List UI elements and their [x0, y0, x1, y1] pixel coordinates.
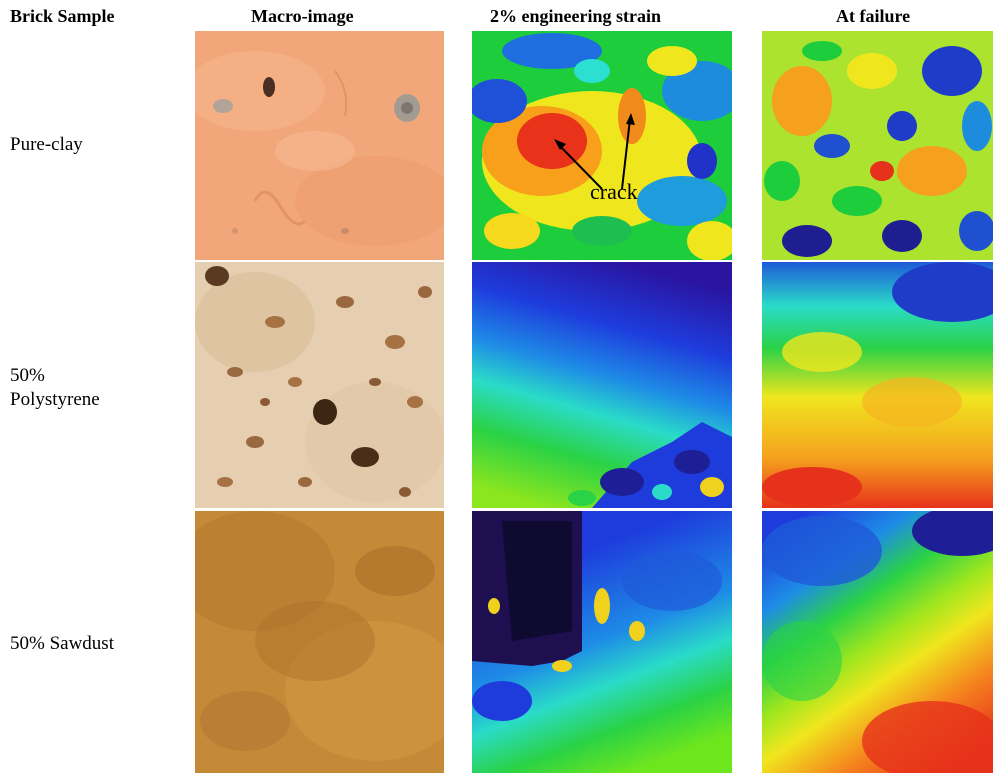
- row-label-sawdust: 50% Sawdust: [10, 633, 114, 654]
- header-macro-image: Macro-image: [251, 6, 354, 26]
- crack-arrow-2: [621, 118, 631, 190]
- macro-image-polystyrene: [195, 262, 444, 508]
- row-label-pure-clay: Pure-clay: [10, 134, 83, 155]
- failure-map-polystyrene: [762, 262, 993, 508]
- strain-map-polystyrene: [472, 262, 732, 508]
- failure-map-pure-clay: [762, 31, 993, 260]
- strain-map-sawdust: [472, 511, 732, 773]
- header-strain: 2% engineering strain: [490, 6, 661, 26]
- macro-image-pure-clay: [195, 31, 444, 260]
- crack-label: crack: [590, 179, 638, 204]
- failure-map-sawdust: [762, 511, 993, 773]
- strain-map-pure-clay: crack: [472, 31, 732, 260]
- crack-arrow-1: [557, 143, 603, 190]
- header-brick-sample: Brick Sample: [10, 6, 115, 26]
- header-at-failure: At failure: [836, 6, 911, 26]
- row-label-polystyrene: 50% Polystyrene: [10, 365, 100, 410]
- macro-image-sawdust: [195, 511, 444, 773]
